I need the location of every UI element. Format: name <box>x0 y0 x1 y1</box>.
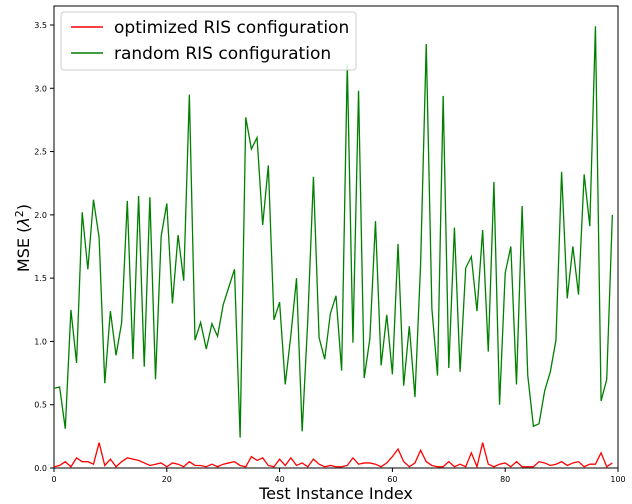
x-tick-label: 20 <box>162 475 172 484</box>
legend: optimized RIS configuration random RIS c… <box>60 11 357 71</box>
legend-label-random: random RIS configuration <box>114 44 331 64</box>
y-tick-label: 0.5 <box>34 401 47 410</box>
optimized-series-line <box>53 442 613 469</box>
x-tick-label: 0 <box>51 475 56 484</box>
y-tick-label: 2.0 <box>34 211 47 220</box>
y-tick-label: 3.0 <box>34 84 47 93</box>
x-tick-label: 80 <box>500 475 510 484</box>
series-layer <box>53 26 614 469</box>
y-axis-ticks: 0.0 0.5 1.0 1.5 2.0 2.5 3.0 3.5 <box>34 21 54 473</box>
y-tick-label: 0.0 <box>34 464 47 473</box>
y-tick-label: 3.5 <box>34 21 47 30</box>
y-axis-label: MSE (λ2) <box>13 204 34 272</box>
x-axis-ticks: 0 20 40 60 80 100 <box>51 468 626 484</box>
y-tick-label: 1.5 <box>34 274 47 283</box>
x-axis-label: Test Instance Index <box>258 484 413 503</box>
x-tick-label: 60 <box>387 475 397 484</box>
plot-frame <box>53 5 619 469</box>
x-tick-label: 40 <box>275 475 285 484</box>
y-tick-label: 1.0 <box>34 337 47 346</box>
random-series-line <box>53 26 614 438</box>
y-tick-label: 2.5 <box>34 148 47 157</box>
legend-label-optimized: optimized RIS configuration <box>114 18 349 38</box>
x-tick-label: 100 <box>610 475 625 484</box>
legend-box <box>60 11 357 71</box>
